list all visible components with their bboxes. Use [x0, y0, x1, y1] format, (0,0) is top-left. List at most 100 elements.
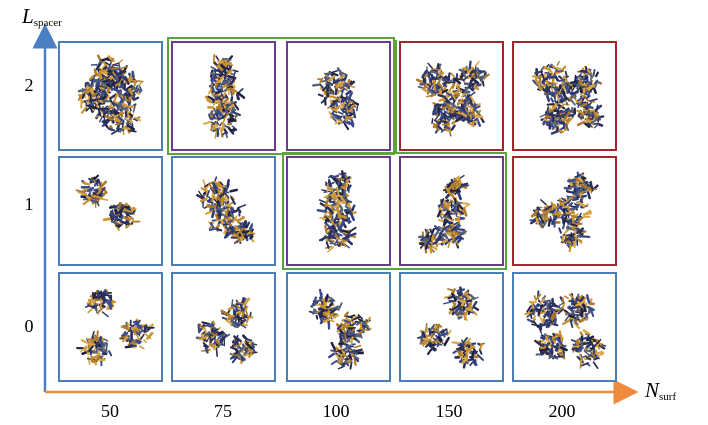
- x-axis-title-symbol: N: [645, 378, 660, 402]
- molecule-chain: [229, 346, 239, 351]
- molecule-chain: [579, 76, 586, 81]
- molecule-chain: [551, 104, 556, 110]
- molecule-chain: [341, 81, 347, 89]
- molecule-chain: [249, 235, 254, 240]
- molecule-chain: [117, 115, 124, 122]
- molecule-chain: [436, 123, 443, 131]
- group-outline-right: [395, 40, 507, 154]
- x-axis-title: Nsurf: [645, 378, 676, 403]
- molecule-chain: [459, 87, 464, 91]
- molecule-chain: [329, 312, 333, 318]
- molecule-chain: [479, 342, 483, 350]
- molecule-chain: [326, 217, 330, 222]
- molecule-chain: [330, 349, 336, 353]
- molecule-chain: [440, 105, 448, 110]
- molecule-chain: [220, 92, 225, 100]
- molecule-chain: [474, 60, 480, 67]
- molecule-chain: [98, 99, 105, 104]
- molecule-chain: [202, 342, 210, 348]
- molecule-chain: [459, 343, 465, 351]
- molecule-chain: [456, 235, 465, 240]
- molecule-chain: [550, 114, 556, 117]
- molecule-chain: [213, 196, 218, 202]
- molecule-chain: [107, 127, 116, 132]
- molecule-chain: [339, 356, 345, 365]
- molecule-chain: [451, 95, 457, 101]
- molecule-chain: [583, 104, 594, 110]
- x-tick-label: 200: [548, 401, 576, 421]
- molecule-chain: [207, 323, 213, 326]
- molecule-chain: [559, 346, 568, 352]
- molecule-chain: [564, 123, 570, 132]
- molecule-chain: [91, 330, 95, 339]
- molecule-chain: [336, 67, 343, 75]
- molecule-chain: [110, 220, 120, 226]
- molecule-chain: [564, 240, 572, 244]
- molecule-chain: [452, 230, 456, 237]
- molecule-chain: [211, 121, 216, 126]
- molecule-chain: [432, 106, 437, 116]
- molecule-chain: [212, 320, 216, 325]
- molecule-chain: [590, 118, 599, 125]
- molecule-chain: [331, 234, 337, 240]
- molecule-chain: [319, 217, 327, 220]
- molecule-chain: [333, 238, 339, 246]
- molecule-chain: [100, 186, 106, 194]
- molecule-chain: [82, 198, 91, 206]
- molecule-chain: [90, 78, 94, 86]
- cell-l2-n50: [58, 41, 163, 151]
- molecule-chain: [327, 246, 335, 253]
- molecule-chain: [549, 209, 556, 214]
- molecule-chain: [243, 348, 250, 355]
- molecule-chain: [586, 191, 591, 200]
- molecule-chain: [103, 338, 109, 342]
- molecule-chain: [451, 183, 457, 188]
- molecule-chain: [474, 105, 481, 110]
- molecule-chain: [578, 317, 585, 324]
- molecule-chain: [200, 197, 208, 203]
- molecule-chain: [324, 298, 331, 305]
- molecule-chain: [213, 328, 219, 332]
- molecule-chain: [234, 350, 239, 355]
- molecule-chain: [80, 106, 88, 114]
- molecule-chain: [336, 200, 346, 204]
- molecule-chain: [435, 323, 443, 328]
- molecule-chain: [354, 357, 360, 363]
- molecule-chain: [330, 341, 337, 351]
- molecule-chain: [316, 309, 322, 314]
- molecule-chain: [574, 321, 579, 326]
- molecule-chain: [221, 80, 232, 86]
- molecule-chain: [336, 87, 344, 95]
- molecule-chain: [334, 105, 341, 110]
- molecule-chain: [198, 323, 204, 330]
- molecule-chain: [331, 112, 340, 120]
- molecule-chain: [587, 83, 595, 91]
- molecule-chain: [349, 350, 356, 354]
- molecule-chain: [582, 211, 592, 216]
- molecule-chain: [215, 228, 223, 232]
- molecule-chain: [552, 81, 558, 84]
- molecule-chain: [225, 221, 233, 227]
- molecule-chain: [468, 345, 474, 351]
- molecule-chain: [236, 313, 240, 323]
- molecule-chain: [474, 350, 478, 355]
- molecule-chain: [463, 103, 466, 109]
- molecule-chain: [86, 104, 95, 109]
- molecule-chain: [121, 215, 131, 222]
- molecule-chain: [455, 345, 462, 351]
- molecule-chain: [209, 332, 219, 337]
- molecule-chain: [561, 302, 566, 310]
- molecule-chain: [455, 88, 461, 94]
- molecule-chain: [128, 327, 132, 332]
- molecule-chain: [234, 303, 241, 310]
- molecule-chain: [466, 104, 475, 110]
- molecule-chain: [124, 344, 135, 349]
- molecule-chain: [210, 97, 216, 103]
- molecule-chain: [125, 118, 133, 123]
- molecule-chain: [474, 114, 484, 119]
- molecule-chain: [464, 101, 469, 109]
- molecule-chain: [101, 109, 107, 114]
- molecule-chain: [573, 183, 577, 193]
- molecule-chain: [98, 69, 108, 73]
- molecule-chain: [423, 238, 430, 247]
